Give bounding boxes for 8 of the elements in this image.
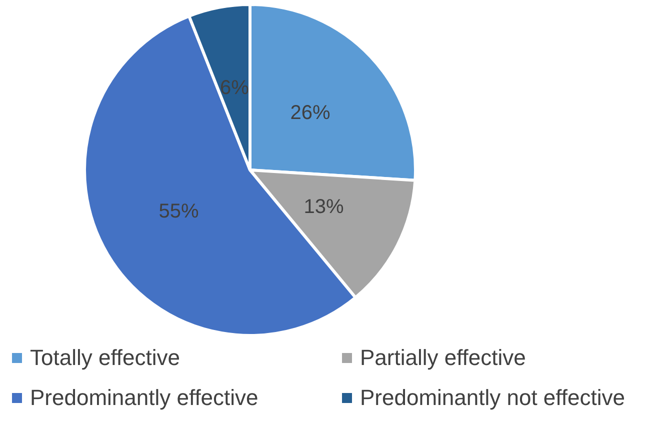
data-label: 6% [220, 77, 250, 100]
legend-label: Predominantly effective [30, 385, 258, 411]
data-label: 26% [290, 102, 331, 124]
data-label: 13% [304, 196, 344, 218]
legend-label: Totally effective [30, 345, 180, 371]
legend-label: Partially effective [360, 345, 526, 371]
legend-label: Predominantly not effective [360, 385, 625, 411]
data-label: 55% [158, 200, 200, 223]
